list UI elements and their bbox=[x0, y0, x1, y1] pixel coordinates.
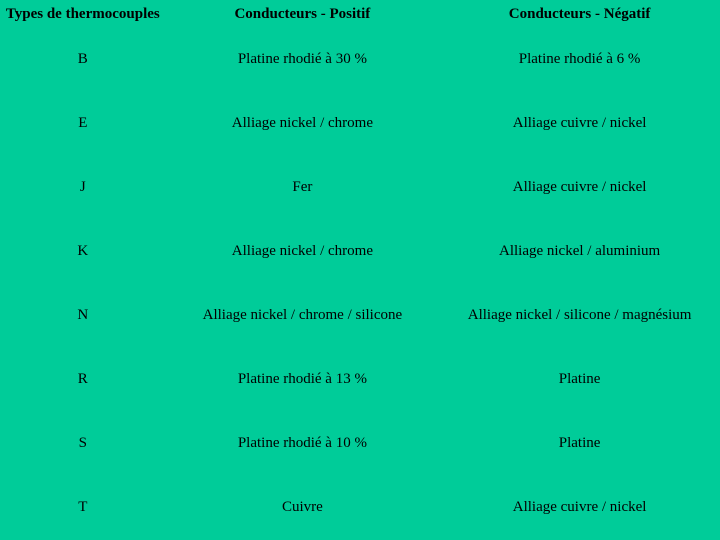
cell-negative: Platine rhodié à 6 % bbox=[439, 27, 720, 91]
cell-type: T bbox=[0, 476, 166, 540]
col-header-type: Types de thermocouples bbox=[0, 0, 166, 27]
cell-negative: Alliage cuivre / nickel bbox=[439, 155, 720, 219]
table-row: B Platine rhodié à 30 % Platine rhodié à… bbox=[0, 27, 720, 91]
cell-positive: Platine rhodié à 30 % bbox=[166, 27, 440, 91]
cell-type: K bbox=[0, 219, 166, 283]
cell-positive: Alliage nickel / chrome bbox=[166, 91, 440, 155]
col-header-negative: Conducteurs - Négatif bbox=[439, 0, 720, 27]
cell-positive: Platine rhodié à 10 % bbox=[166, 412, 440, 476]
table-header-row: Types de thermocouples Conducteurs - Pos… bbox=[0, 0, 720, 27]
cell-type: J bbox=[0, 155, 166, 219]
cell-type: B bbox=[0, 27, 166, 91]
cell-positive: Platine rhodié à 13 % bbox=[166, 348, 440, 412]
cell-type: N bbox=[0, 284, 166, 348]
cell-negative: Alliage nickel / aluminium bbox=[439, 219, 720, 283]
table-row: E Alliage nickel / chrome Alliage cuivre… bbox=[0, 91, 720, 155]
table-row: S Platine rhodié à 10 % Platine bbox=[0, 412, 720, 476]
cell-negative: Alliage cuivre / nickel bbox=[439, 476, 720, 540]
col-header-positive: Conducteurs - Positif bbox=[166, 0, 440, 27]
table-row: T Cuivre Alliage cuivre / nickel bbox=[0, 476, 720, 540]
cell-negative: Platine bbox=[439, 412, 720, 476]
cell-type: S bbox=[0, 412, 166, 476]
cell-positive: Fer bbox=[166, 155, 440, 219]
cell-negative: Alliage nickel / silicone / magnésium bbox=[439, 284, 720, 348]
cell-type: R bbox=[0, 348, 166, 412]
cell-negative: Platine bbox=[439, 348, 720, 412]
cell-positive: Alliage nickel / chrome / silicone bbox=[166, 284, 440, 348]
cell-positive: Alliage nickel / chrome bbox=[166, 219, 440, 283]
cell-type: E bbox=[0, 91, 166, 155]
cell-negative: Alliage cuivre / nickel bbox=[439, 91, 720, 155]
table-row: R Platine rhodié à 13 % Platine bbox=[0, 348, 720, 412]
cell-positive: Cuivre bbox=[166, 476, 440, 540]
table-row: N Alliage nickel / chrome / silicone All… bbox=[0, 284, 720, 348]
table-row: J Fer Alliage cuivre / nickel bbox=[0, 155, 720, 219]
table-row: K Alliage nickel / chrome Alliage nickel… bbox=[0, 219, 720, 283]
thermocouple-table: Types de thermocouples Conducteurs - Pos… bbox=[0, 0, 720, 540]
